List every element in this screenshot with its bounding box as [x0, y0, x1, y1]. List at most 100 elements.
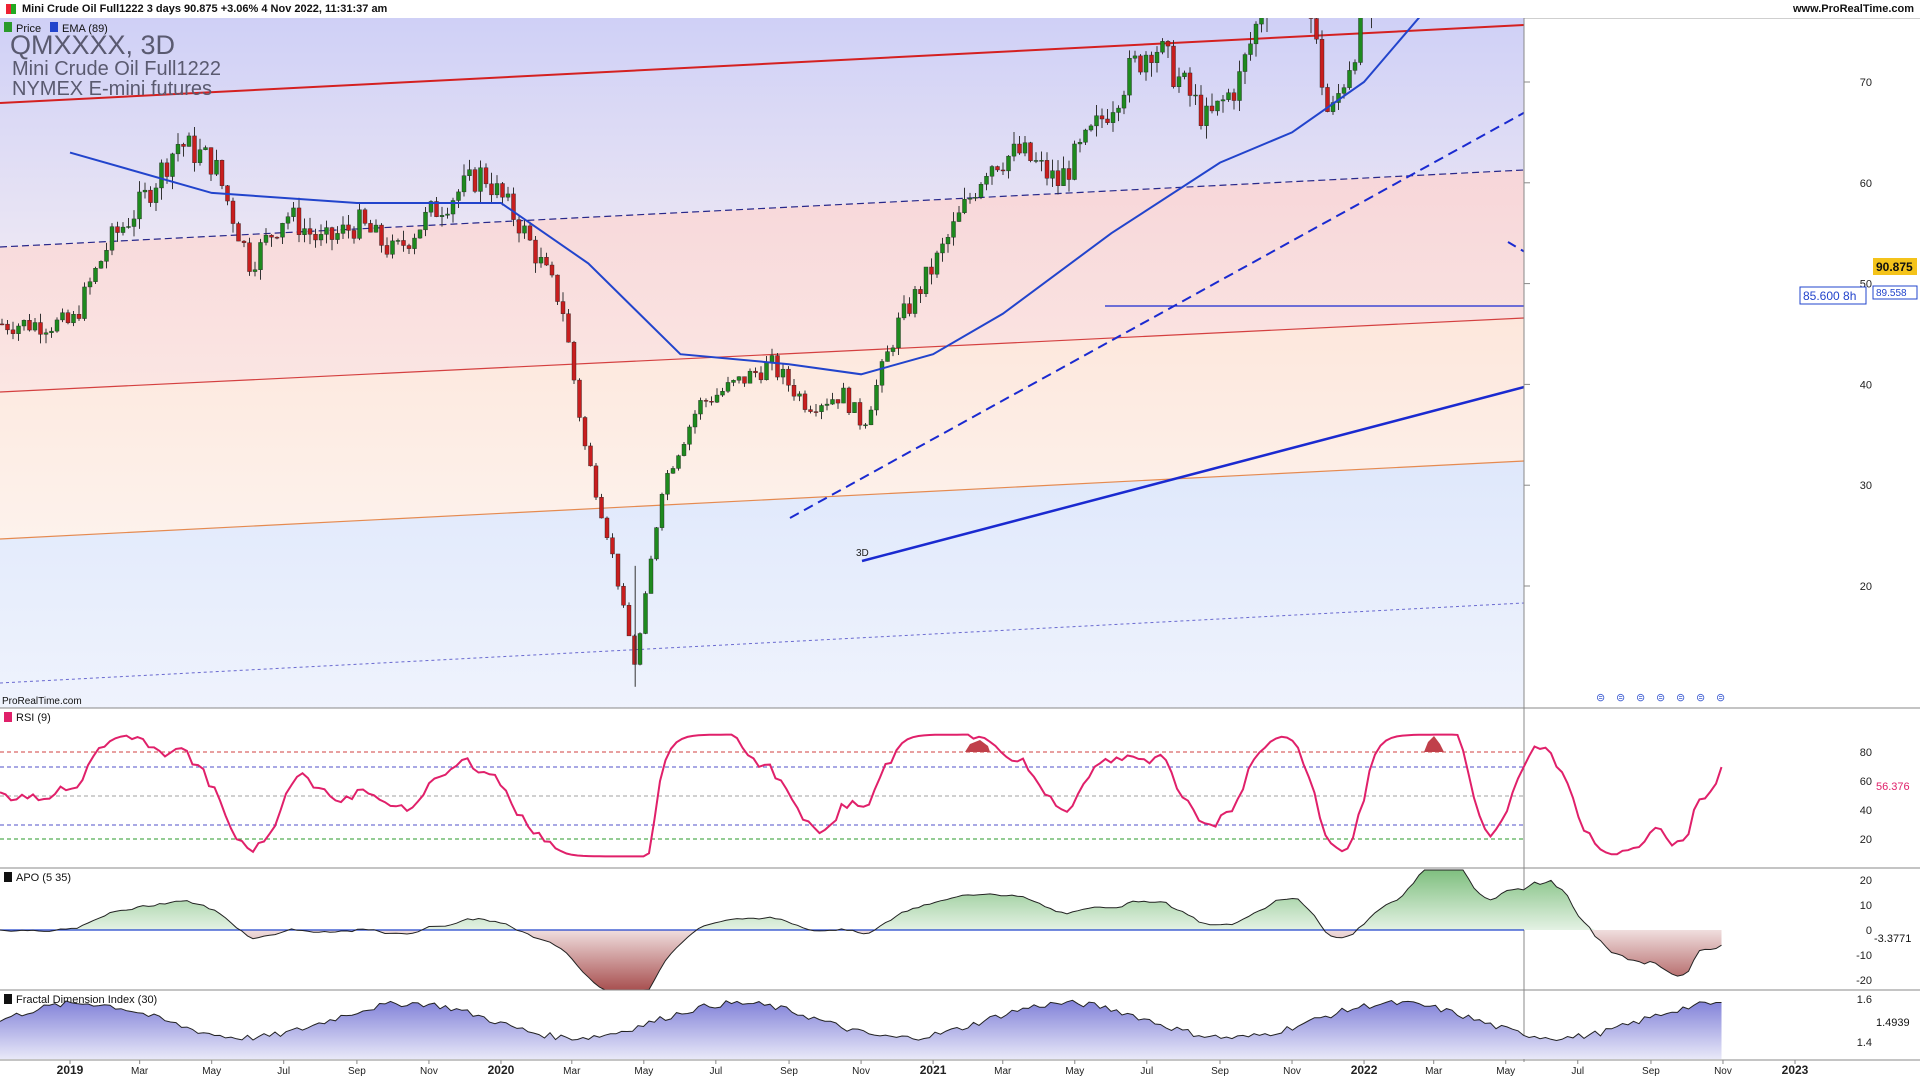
candle[interactable]: [1193, 94, 1198, 97]
candle[interactable]: [450, 200, 456, 215]
candle[interactable]: [285, 216, 291, 224]
candle[interactable]: [87, 281, 93, 288]
candle[interactable]: [27, 320, 32, 331]
rsi-legend-swatch[interactable]: [4, 712, 12, 722]
chart-type-icon[interactable]: [6, 4, 16, 14]
candle[interactable]: [1061, 168, 1066, 186]
channel-lower-line[interactable]: [0, 460, 1524, 540]
candle[interactable]: [1143, 54, 1149, 73]
candle[interactable]: [945, 237, 951, 245]
candle[interactable]: [423, 211, 428, 231]
candle[interactable]: [1033, 160, 1039, 162]
candle[interactable]: [863, 424, 868, 427]
candle[interactable]: [390, 240, 395, 255]
candle[interactable]: [1160, 41, 1165, 53]
candle[interactable]: [714, 394, 720, 403]
candle[interactable]: [1099, 115, 1105, 120]
candle[interactable]: [16, 325, 21, 334]
candle[interactable]: [1165, 41, 1171, 47]
candle[interactable]: [49, 330, 54, 333]
candle[interactable]: [291, 207, 296, 217]
candle[interactable]: [197, 149, 203, 163]
candle[interactable]: [841, 387, 846, 404]
apo-line[interactable]: [0, 869, 1722, 991]
candle[interactable]: [362, 209, 368, 224]
candle[interactable]: [32, 322, 38, 331]
candle[interactable]: [637, 633, 643, 665]
event-icon[interactable]: ⊜: [1616, 692, 1625, 704]
candle[interactable]: [324, 227, 329, 235]
candle[interactable]: [10, 329, 16, 334]
candle[interactable]: [269, 234, 274, 238]
candle[interactable]: [1154, 51, 1160, 63]
candle[interactable]: [555, 274, 560, 302]
candle[interactable]: [43, 332, 49, 335]
candle[interactable]: [626, 604, 632, 637]
candle[interactable]: [874, 385, 879, 411]
candle[interactable]: [1209, 105, 1215, 112]
candle[interactable]: [835, 399, 841, 404]
time-axis[interactable]: 2019 Mar May Jul Sep Nov 2020 Mar May Jul Sep Nov 20…: [57, 1060, 1809, 1077]
candle[interactable]: [797, 393, 802, 397]
candle[interactable]: [681, 444, 687, 456]
candle[interactable]: [868, 409, 874, 426]
candle[interactable]: [1220, 99, 1226, 102]
candle[interactable]: [192, 135, 197, 163]
candle[interactable]: [610, 537, 615, 555]
candle[interactable]: [951, 221, 956, 238]
candle[interactable]: [692, 413, 698, 428]
candle[interactable]: [505, 193, 511, 198]
last-price-badge[interactable]: [1873, 258, 1917, 275]
candle[interactable]: [566, 313, 571, 343]
candle[interactable]: [1325, 87, 1330, 112]
candle[interactable]: [1077, 142, 1083, 145]
candle[interactable]: [434, 201, 439, 217]
candle[interactable]: [1105, 118, 1110, 123]
candle[interactable]: [1121, 94, 1127, 109]
site-label[interactable]: www.ProRealTime.com: [1792, 3, 1914, 15]
candle[interactable]: [148, 189, 153, 203]
candle[interactable]: [929, 266, 934, 275]
candle[interactable]: [373, 224, 379, 233]
hline-label-box[interactable]: [1799, 286, 1867, 305]
candle[interactable]: [1055, 170, 1061, 186]
support-trendline[interactable]: [861, 323, 1768, 563]
candle[interactable]: [280, 222, 285, 238]
candle[interactable]: [846, 387, 852, 413]
candle[interactable]: [494, 183, 500, 196]
candle[interactable]: [252, 269, 258, 272]
candle[interactable]: [962, 199, 967, 213]
candle[interactable]: [582, 417, 588, 447]
candle[interactable]: [395, 240, 401, 242]
candle[interactable]: [1253, 23, 1259, 45]
candle[interactable]: [186, 135, 192, 147]
candle[interactable]: [142, 189, 148, 193]
candle[interactable]: [1182, 72, 1187, 77]
candle[interactable]: [676, 455, 681, 469]
candle[interactable]: [1204, 105, 1209, 126]
candle[interactable]: [648, 558, 654, 594]
candle[interactable]: [417, 229, 423, 239]
candle[interactable]: [984, 176, 989, 185]
candle[interactable]: [181, 144, 186, 147]
rsi-panel[interactable]: RSI (9) 20 40 60 80 56.376: [0, 712, 1917, 858]
candle[interactable]: [830, 399, 835, 405]
channel-top-line[interactable]: [0, 24, 1524, 104]
candle[interactable]: [1028, 142, 1033, 161]
candle[interactable]: [340, 224, 346, 234]
candle[interactable]: [742, 376, 747, 384]
candle[interactable]: [346, 224, 351, 231]
candle[interactable]: [219, 159, 225, 186]
candle[interactable]: [1006, 155, 1011, 172]
candle[interactable]: [615, 553, 621, 587]
fdi-panel[interactable]: Fractal Dimension Index (30) 1.6 1.4 1.49…: [0, 994, 1919, 1059]
event-icon[interactable]: ⊜: [1676, 692, 1685, 704]
candle[interactable]: [104, 250, 109, 262]
candle[interactable]: [60, 312, 65, 321]
green-wedge-line[interactable]: [1640, 248, 1740, 286]
candle[interactable]: [687, 426, 692, 445]
candle[interactable]: [1094, 115, 1099, 127]
candle[interactable]: [65, 312, 71, 324]
candle[interactable]: [577, 379, 582, 418]
candle[interactable]: [725, 382, 731, 392]
